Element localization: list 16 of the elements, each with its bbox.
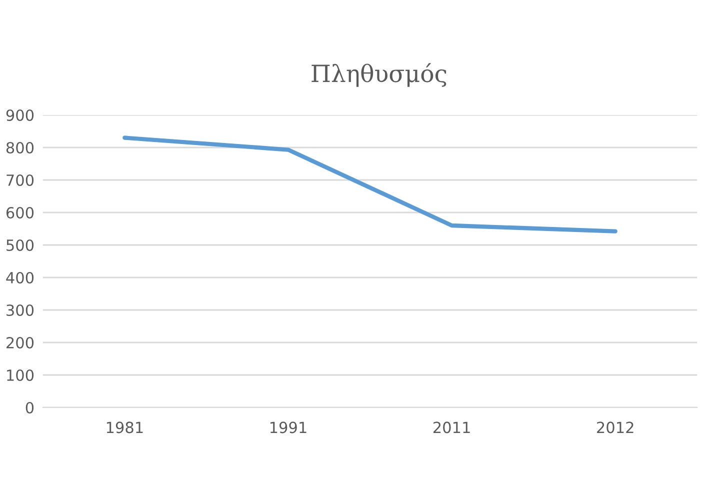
y-tick-label: 100 — [7, 369, 34, 382]
y-tick-label: 300 — [6, 304, 34, 316]
line-series — [122, 136, 618, 234]
x-tick-label: 1991 — [270, 422, 306, 434]
y-tick-label: 500 — [6, 239, 34, 252]
x-tick-label: 2011 — [433, 422, 470, 434]
y-tick-label: 400 — [6, 272, 34, 284]
y-tick-label: 800 — [6, 142, 34, 154]
x-tick-label: 2012 — [597, 422, 634, 434]
chart-title: Πληθυσμός — [312, 63, 446, 87]
y-tick-label: 600 — [6, 206, 34, 219]
x-tick-label: 1981 — [106, 422, 143, 434]
y-tick-label: 900 — [6, 109, 34, 122]
y-tick-label: 200 — [6, 336, 34, 349]
y-tick-label: 700 — [6, 174, 34, 186]
y-tick-label: 0 — [26, 402, 34, 414]
